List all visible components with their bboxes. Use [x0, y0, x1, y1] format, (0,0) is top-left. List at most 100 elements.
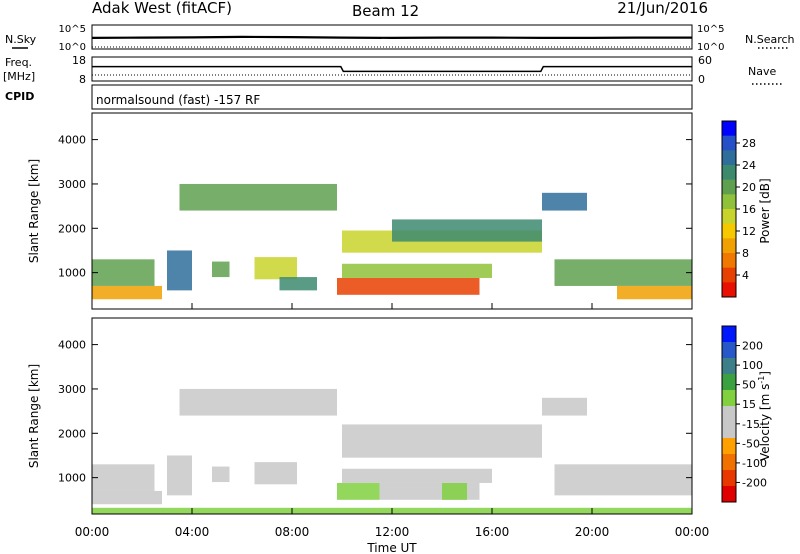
colorbar-cell: [722, 150, 736, 166]
nave-label: Nave: [748, 65, 776, 78]
colorbar-cell: [722, 238, 736, 254]
nave-bottom-tick: 0: [698, 73, 705, 86]
colorbar-cell: [722, 282, 736, 298]
echo-region: [342, 263, 492, 278]
freq-top-tick: 18: [72, 54, 86, 67]
colorbar-cell: [722, 390, 736, 407]
colorbar-tick-label: 4: [742, 269, 749, 282]
colorbar-cell: [722, 179, 736, 195]
echo-region: [167, 250, 192, 291]
colorbar-cell: [722, 342, 736, 359]
echo-region: [254, 257, 297, 280]
y-tick-label: 2000: [58, 222, 86, 235]
echo-region: [167, 455, 192, 496]
y-tick-label: 1000: [58, 472, 86, 485]
x-tick-label: 08:00: [275, 525, 310, 539]
power-ylabel: Slant Range [km]: [27, 159, 41, 263]
freq-unit-label: [MHz]: [3, 70, 35, 83]
y-tick-label: 4000: [58, 134, 86, 147]
nsky-label: N.Sky: [5, 33, 37, 46]
colorbar-cell: [722, 406, 736, 423]
echo-region: [92, 285, 162, 300]
y-tick-label: 1000: [58, 267, 86, 280]
x-axis-label: Time UT: [366, 541, 417, 554]
y-tick-label: 3000: [58, 383, 86, 396]
x-tick-label: 20:00: [575, 525, 610, 539]
colorbar-tick-label: -200: [742, 476, 767, 489]
colorbar-cell: [722, 358, 736, 375]
echo-region: [617, 285, 692, 300]
colorbar-tick-label: -15: [742, 418, 760, 431]
colorbar-cell: [722, 422, 736, 439]
echo-region: [442, 482, 467, 500]
y-tick-label: 4000: [58, 339, 86, 352]
colorbar-cell: [722, 223, 736, 239]
colorbar-cell: [722, 454, 736, 471]
echo-region: [542, 397, 587, 416]
echo-region: [92, 259, 155, 286]
freq-bottom-tick: 8: [79, 73, 86, 86]
echo-region: [212, 466, 230, 483]
nsky-bottom-tick: 10^0: [59, 42, 86, 53]
colorbar-cell: [722, 470, 736, 487]
echo-region: [554, 464, 692, 496]
x-tick-label: 04:00: [175, 525, 210, 539]
echo-region: [212, 261, 230, 278]
echo-region: [179, 388, 337, 416]
nsky-line: [91, 35, 692, 40]
echo-region: [342, 468, 492, 483]
x-tick-label: 16:00: [475, 525, 510, 539]
echo-region: [279, 277, 317, 291]
beam-title: Beam 12: [352, 2, 419, 20]
nsearch-label: N.Search: [745, 33, 795, 46]
echo-region: [542, 192, 587, 211]
cpid-panel-frame: [91, 84, 693, 110]
colorbar-cell: [722, 267, 736, 283]
freq-label: Freq.: [5, 56, 32, 69]
nsky-top-tick: 10^5: [59, 24, 86, 35]
colorbar-tick-label: 24: [742, 159, 756, 172]
echo-region: [92, 490, 162, 505]
x-tick-label: 12:00: [375, 525, 410, 539]
echo-region: [179, 183, 337, 211]
power-cbar-label: Power [dB]: [758, 178, 772, 243]
y-tick-label: 3000: [58, 178, 86, 191]
colorbar-tick-label: 50: [742, 379, 756, 392]
colorbar-cell: [722, 486, 736, 503]
nsearch-top-tick: 10^5: [697, 24, 724, 35]
colorbar-tick-label: 12: [742, 225, 756, 238]
velocity-cbar-label: Velocity [m s-1]: [757, 371, 772, 461]
colorbar-tick-label: 16: [742, 203, 756, 216]
date-title: 21/Jun/2016: [617, 0, 708, 17]
y-tick-label: 2000: [58, 427, 86, 440]
colorbar-tick-label: 20: [742, 181, 756, 194]
colorbar-cell: [722, 209, 736, 225]
colorbar-tick-label: 100: [742, 359, 763, 372]
x-tick-label: 00:00: [675, 525, 710, 539]
colorbar-cell: [722, 374, 736, 391]
colorbar-cell: [722, 253, 736, 269]
echo-region: [337, 277, 480, 295]
colorbar-tick-label: 200: [742, 340, 763, 353]
colorbar-tick-label: -50: [742, 437, 760, 450]
freq-line: [92, 65, 692, 73]
echo-region: [392, 219, 542, 242]
velocity-ylabel: Slant Range [km]: [27, 364, 41, 468]
colorbar-tick-label: 15: [742, 398, 756, 411]
echo-region: [342, 424, 542, 458]
nave-top-tick: 60: [698, 54, 712, 67]
colorbar-tick-label: -100: [742, 457, 767, 470]
echo-region: [337, 482, 380, 500]
echo-region: [254, 462, 297, 485]
radar-title: Adak West (fitACF): [92, 0, 232, 17]
echo-region: [92, 464, 155, 491]
colorbar-tick-label: 28: [742, 137, 756, 150]
colorbar-cell: [722, 121, 736, 137]
colorbar-tick-label: 8: [742, 247, 749, 260]
colorbar-frame: [721, 325, 737, 503]
freq-panel-frame: [91, 56, 693, 82]
x-tick-label: 00:00: [75, 525, 110, 539]
cpid-label: CPID: [5, 90, 34, 103]
colorbar-cell: [722, 326, 736, 343]
